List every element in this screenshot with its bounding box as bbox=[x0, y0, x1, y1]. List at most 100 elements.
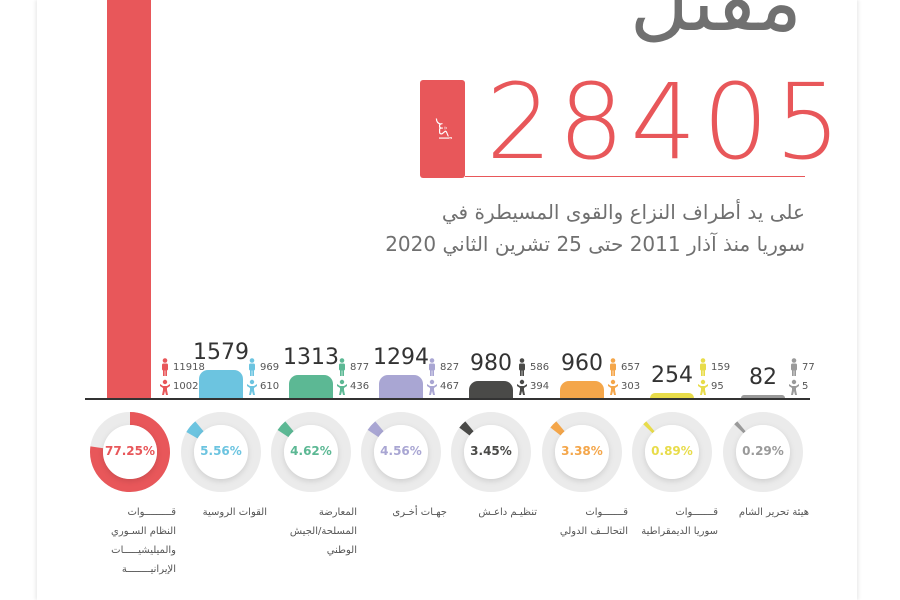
person-icon bbox=[339, 358, 345, 376]
adult-count: 969 bbox=[260, 362, 280, 373]
donut-track bbox=[632, 412, 712, 492]
bar-3 bbox=[379, 375, 423, 398]
child-icon bbox=[517, 379, 527, 395]
baseline bbox=[85, 398, 810, 400]
bar-total: 1294 bbox=[373, 345, 429, 371]
child-icon-wrap bbox=[337, 377, 347, 399]
bar-total: 1313 bbox=[283, 344, 339, 370]
subtitle-line-1: على يد أطراف النزاع والقوى المسيطرة في bbox=[441, 200, 805, 224]
donut-center bbox=[103, 425, 157, 479]
adult-icon-wrap bbox=[160, 358, 170, 380]
child-icon bbox=[160, 379, 170, 395]
adult-icon-wrap bbox=[789, 358, 799, 380]
category-label: القوات الروسية bbox=[177, 503, 267, 522]
donut-segment bbox=[367, 421, 384, 438]
category-label: المعارضة المسلحة/الجيش الوطني bbox=[267, 503, 357, 560]
donut-center bbox=[464, 425, 518, 479]
category-label-line: قـــــــــوات bbox=[127, 507, 176, 518]
adult-count: 877 bbox=[350, 362, 370, 373]
category-label-line: المسلحة/الجيش الوطني bbox=[289, 526, 357, 556]
total-killed: 28405 bbox=[486, 61, 847, 183]
donut-center bbox=[194, 425, 248, 479]
child-icon bbox=[247, 379, 257, 395]
child-icon-wrap bbox=[698, 377, 708, 399]
category-label-line: هيئة تحرير الشام bbox=[738, 507, 809, 518]
category-label: قـــــــوات سوريا الديمقراطية bbox=[628, 503, 718, 541]
category-label-line: الإيرانيــــــــة bbox=[121, 564, 176, 575]
child-icon-wrap bbox=[427, 377, 437, 399]
category-label-line: والميليشيـــــات bbox=[111, 545, 176, 556]
donut-track bbox=[181, 412, 261, 492]
donut-percent: 4.56% bbox=[380, 444, 422, 458]
donut-track bbox=[723, 412, 803, 492]
donut-segment bbox=[550, 421, 565, 436]
title-word: مقتل bbox=[629, 0, 802, 50]
bar-7 bbox=[741, 395, 785, 398]
bar-0 bbox=[107, 0, 151, 398]
category-label: قـــــــــوات النظام السـوري والميليشيــــ… bbox=[86, 503, 176, 579]
adult-count: 657 bbox=[621, 362, 641, 373]
bar-2 bbox=[289, 374, 333, 398]
bar-total: 82 bbox=[749, 365, 777, 390]
category-label: قـــــــوات التحالــف الدولي bbox=[538, 503, 628, 541]
child-count: 467 bbox=[440, 381, 460, 392]
adult-icon-wrap bbox=[247, 358, 257, 380]
person-icon bbox=[519, 358, 525, 376]
bar-1 bbox=[199, 370, 243, 398]
more-than-tag: أكثر bbox=[420, 80, 465, 178]
child-count: 303 bbox=[621, 381, 641, 392]
category-label-line: التحالــف الدولي bbox=[559, 526, 628, 537]
donut-track bbox=[271, 412, 351, 492]
child-count: 436 bbox=[350, 381, 370, 392]
adult-icon-wrap bbox=[427, 358, 437, 380]
bar-4 bbox=[469, 380, 513, 398]
person-icon bbox=[249, 358, 255, 376]
child-icon-wrap bbox=[247, 377, 257, 399]
donut-track bbox=[451, 412, 531, 492]
adult-count: 586 bbox=[530, 362, 550, 373]
child-icon-wrap bbox=[517, 377, 527, 399]
donut-center bbox=[645, 425, 699, 479]
donut-percent: 5.56% bbox=[200, 444, 242, 458]
category-label-line: قـــــــوات bbox=[675, 507, 718, 518]
category-label-line: النظام السـوري bbox=[111, 526, 176, 537]
child-count: 610 bbox=[260, 381, 280, 392]
person-icon bbox=[610, 358, 616, 376]
child-count: 394 bbox=[530, 381, 550, 392]
child-count: 5 bbox=[802, 381, 809, 392]
category-label-line: المعارضة bbox=[318, 507, 357, 518]
child-icon bbox=[789, 379, 799, 395]
bar-total: 960 bbox=[561, 350, 603, 376]
adult-icon-wrap bbox=[698, 358, 708, 380]
donut-segment bbox=[459, 421, 474, 436]
donut-percent: 77.25% bbox=[105, 444, 155, 458]
child-icon bbox=[608, 379, 618, 395]
donut-segment bbox=[734, 421, 746, 434]
adult-icon-wrap bbox=[608, 358, 618, 380]
adult-icon-wrap bbox=[337, 358, 347, 380]
category-label: تنظيـم داعـش bbox=[447, 503, 537, 522]
person-icon bbox=[429, 358, 435, 376]
person-icon bbox=[700, 358, 706, 376]
donut-percent: 4.62% bbox=[290, 444, 332, 458]
child-icon-wrap bbox=[160, 377, 170, 399]
adult-count: 11918 bbox=[173, 362, 205, 373]
category-label: هيئة تحرير الشام bbox=[719, 503, 809, 522]
category-label-line: القوات الروسية bbox=[202, 507, 267, 518]
donut-track bbox=[542, 412, 622, 492]
donut-percent: 3.45% bbox=[470, 444, 512, 458]
donut-percent: 0.29% bbox=[742, 444, 784, 458]
person-icon bbox=[791, 358, 797, 376]
category-label-line: سوريا الديمقراطية bbox=[641, 526, 718, 537]
child-icon-wrap bbox=[789, 377, 799, 399]
adult-count: 827 bbox=[440, 362, 460, 373]
adult-count: 77 bbox=[802, 362, 815, 373]
donut-center bbox=[555, 425, 609, 479]
child-icon-wrap bbox=[608, 377, 618, 399]
child-icon bbox=[427, 379, 437, 395]
bar-total: 1579 bbox=[193, 340, 249, 365]
category-label: جهـات أخـرى bbox=[357, 503, 447, 522]
donut-center bbox=[736, 425, 790, 479]
donut-segment bbox=[186, 421, 204, 439]
